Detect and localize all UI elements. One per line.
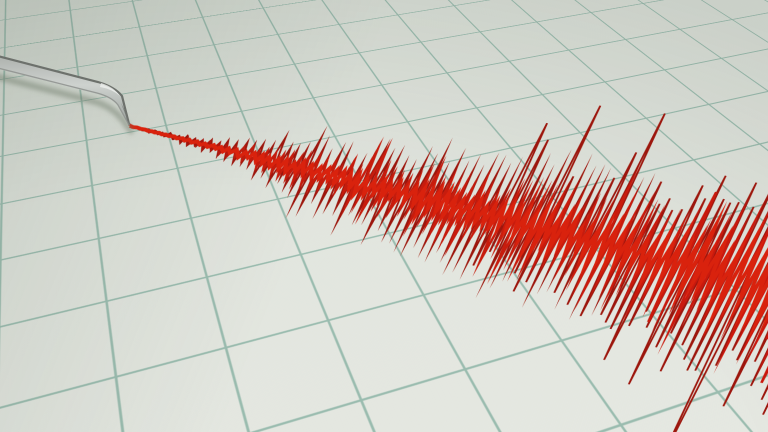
stylus-tip	[121, 103, 130, 126]
stylus-knee-highlight	[100, 83, 120, 96]
seismic-waveform-core	[128, 123, 768, 365]
stylus-top-edge	[0, 55, 131, 126]
stylus-arm	[0, 55, 134, 134]
seismic-waveform-outliers	[129, 105, 768, 432]
stylus-arm-body	[0, 55, 130, 126]
stylus-shadow	[0, 74, 134, 134]
stylus-inner-edge	[0, 67, 130, 126]
seismic-trace	[128, 105, 768, 432]
